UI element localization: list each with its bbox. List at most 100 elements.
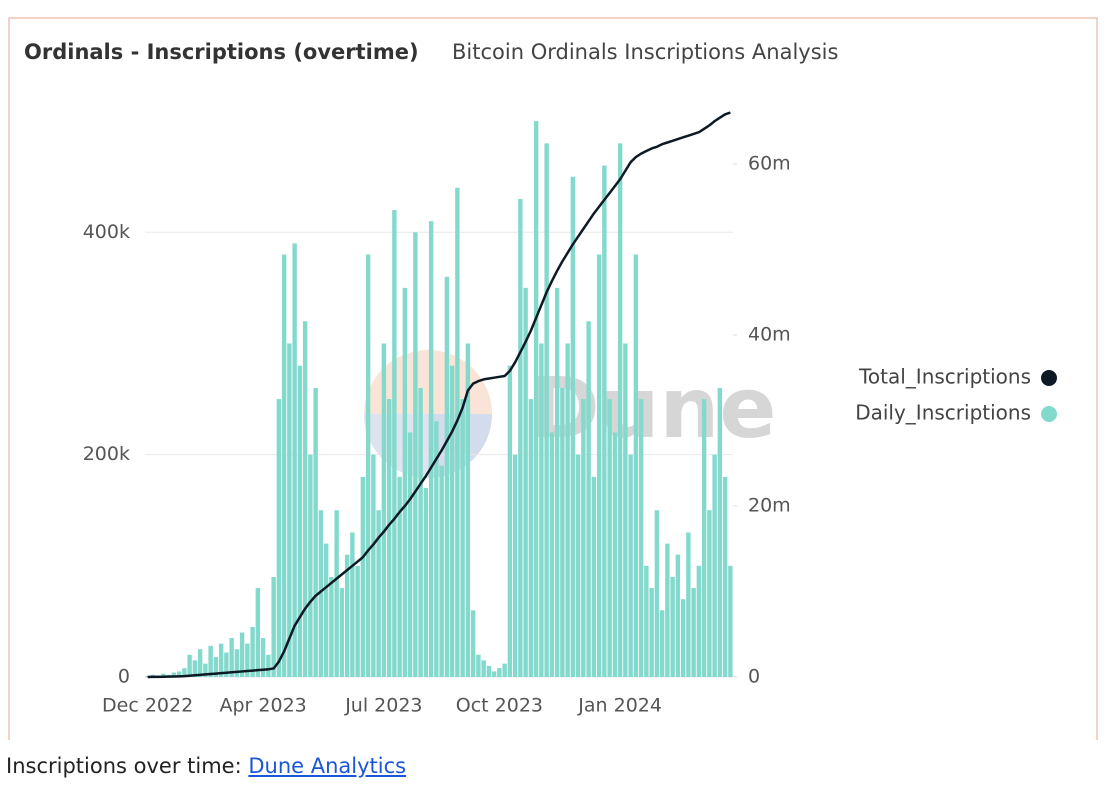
bar bbox=[176, 671, 182, 677]
bar bbox=[512, 454, 518, 677]
y2-tick-label: 60m bbox=[748, 152, 791, 174]
bar bbox=[460, 399, 465, 677]
bar bbox=[717, 387, 723, 677]
bar bbox=[413, 232, 418, 677]
legend-swatch bbox=[1041, 370, 1057, 386]
bar bbox=[344, 554, 350, 677]
bar bbox=[371, 454, 376, 677]
bar bbox=[308, 454, 313, 677]
bar bbox=[680, 599, 686, 677]
bar bbox=[224, 652, 229, 677]
bar bbox=[386, 399, 392, 677]
bar bbox=[376, 510, 381, 677]
bar bbox=[423, 488, 429, 677]
bar bbox=[570, 176, 576, 678]
bar bbox=[397, 476, 402, 677]
bar bbox=[197, 649, 203, 677]
bar bbox=[654, 510, 660, 677]
bar bbox=[239, 632, 245, 677]
bar bbox=[644, 565, 649, 677]
bar bbox=[355, 565, 360, 677]
bar bbox=[481, 660, 486, 677]
bar bbox=[192, 660, 198, 677]
bar bbox=[554, 287, 560, 677]
legend-label: Total_Inscriptions bbox=[858, 365, 1031, 389]
bar bbox=[560, 387, 565, 677]
y2-tick-label: 0 bbox=[748, 666, 760, 688]
bar bbox=[549, 432, 555, 677]
y-tick-label: 200k bbox=[83, 443, 130, 465]
bar bbox=[623, 343, 628, 677]
bar bbox=[392, 210, 397, 677]
bar bbox=[434, 421, 439, 677]
x-tick-label: Apr 2023 bbox=[219, 695, 306, 717]
bar bbox=[707, 510, 712, 677]
x-tick-label: Jan 2024 bbox=[577, 695, 662, 717]
bar bbox=[533, 121, 539, 677]
bar bbox=[591, 476, 597, 677]
bar bbox=[602, 165, 607, 677]
bar bbox=[491, 671, 497, 677]
bar bbox=[171, 672, 177, 677]
bar bbox=[728, 565, 733, 677]
chart: Ordinals - Inscriptions (overtime) Bitco… bbox=[8, 17, 1098, 740]
bar bbox=[182, 668, 187, 677]
bar bbox=[476, 654, 481, 677]
bar bbox=[638, 399, 644, 677]
legend-swatch bbox=[1041, 406, 1057, 422]
bar bbox=[208, 645, 213, 677]
bar bbox=[586, 321, 591, 677]
bar bbox=[691, 588, 696, 677]
bar bbox=[213, 656, 219, 677]
bar bbox=[218, 643, 224, 677]
bar bbox=[575, 454, 581, 677]
bar bbox=[281, 254, 287, 677]
bar bbox=[439, 465, 444, 677]
legend-label: Daily_Inscriptions bbox=[855, 401, 1031, 425]
y-tick-label: 400k bbox=[83, 221, 130, 243]
bar bbox=[659, 610, 665, 677]
caption-link[interactable]: Dune Analytics bbox=[248, 754, 407, 778]
bar bbox=[628, 454, 633, 677]
bar bbox=[649, 588, 654, 677]
bar bbox=[260, 638, 266, 677]
y-tick-label: 0 bbox=[118, 666, 130, 688]
bar bbox=[287, 343, 292, 677]
bar bbox=[323, 543, 329, 677]
bar bbox=[229, 638, 234, 677]
bar bbox=[302, 321, 308, 677]
bar bbox=[276, 399, 282, 677]
bar bbox=[203, 663, 208, 677]
x-tick-label: Dec 2022 bbox=[102, 695, 193, 717]
bar bbox=[675, 554, 681, 677]
bar bbox=[581, 399, 586, 677]
bar bbox=[455, 187, 460, 677]
bar bbox=[523, 287, 528, 677]
chart-frame bbox=[8, 17, 1098, 740]
bar bbox=[670, 576, 675, 677]
y2-tick-label: 40m bbox=[748, 323, 791, 345]
bar bbox=[470, 610, 476, 677]
bar bbox=[329, 576, 334, 677]
chart-title: Ordinals - Inscriptions (overtime) bbox=[24, 40, 419, 64]
bar bbox=[633, 254, 639, 677]
bar bbox=[365, 254, 371, 677]
bar bbox=[402, 287, 408, 677]
bar bbox=[544, 143, 549, 678]
line bbox=[147, 111, 731, 679]
bar bbox=[266, 654, 271, 677]
bar bbox=[722, 476, 728, 677]
chart-subtitle: Bitcoin Ordinals Inscriptions Analysis bbox=[452, 40, 838, 64]
bar bbox=[350, 532, 355, 677]
bar bbox=[418, 387, 423, 677]
bar bbox=[407, 432, 413, 677]
bar bbox=[245, 643, 250, 677]
bar bbox=[696, 565, 702, 677]
bar bbox=[297, 365, 303, 677]
bar bbox=[255, 588, 261, 677]
bar bbox=[449, 365, 455, 677]
bar bbox=[712, 454, 717, 677]
bar-series bbox=[145, 121, 733, 678]
bar bbox=[507, 365, 513, 677]
